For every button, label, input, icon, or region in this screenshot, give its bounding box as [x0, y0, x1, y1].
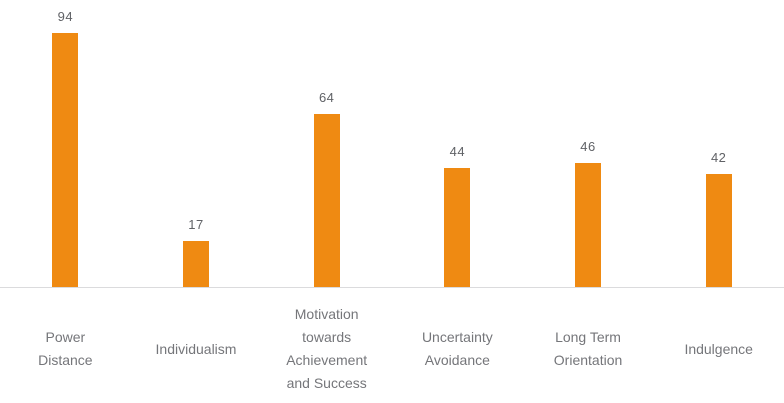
category-label-line: Achievement: [286, 352, 368, 368]
category-label-line: and Success: [286, 375, 367, 391]
bar: [183, 241, 209, 287]
category-label-line: Power: [45, 329, 86, 345]
bar: [313, 114, 340, 287]
bar-group: 46: [523, 0, 654, 287]
category-label-line: Motivation: [294, 306, 359, 322]
category-label-line: Long Term: [555, 329, 621, 345]
bar-group: 94: [0, 0, 131, 287]
bar-group: 44: [392, 0, 523, 287]
bar-group: 17: [131, 0, 262, 287]
category-label-line: Orientation: [553, 352, 623, 368]
category-label: Power Distance: [0, 295, 131, 403]
bar: [705, 173, 732, 287]
bar-value-label: 94: [57, 9, 74, 25]
category-label-line: Indulgence: [684, 340, 753, 357]
bar-group: 64: [261, 0, 392, 287]
x-axis-labels: Power Distance Individualism Motivation towa…: [0, 288, 784, 403]
bar-value-label: 64: [318, 90, 335, 106]
bar: [52, 33, 79, 287]
category-label-line: Avoidance: [424, 352, 490, 368]
category-label: Long Term Orientation: [523, 295, 654, 403]
category-label-line: Uncertainty: [421, 329, 493, 345]
bar-value-label: 46: [580, 138, 596, 154]
bar: [575, 162, 602, 287]
bar-value-label: 42: [710, 149, 727, 165]
bar-value-label: 17: [188, 217, 204, 233]
category-label: Uncertainty Avoidance: [392, 295, 523, 403]
bar-group: 42: [653, 0, 784, 287]
category-label: Motivation towards Achievement and Success: [261, 295, 392, 403]
bar: [444, 168, 471, 287]
category-label-line: Individualism: [155, 340, 237, 357]
category-label-line: towards: [302, 329, 352, 345]
category-label: Individualism: [131, 295, 262, 403]
category-label-line: Distance: [38, 352, 93, 368]
bar-value-label: 44: [449, 144, 466, 160]
plot-area: 94 17 64 44 46 42: [0, 0, 784, 288]
category-label: Indulgence: [653, 295, 784, 403]
